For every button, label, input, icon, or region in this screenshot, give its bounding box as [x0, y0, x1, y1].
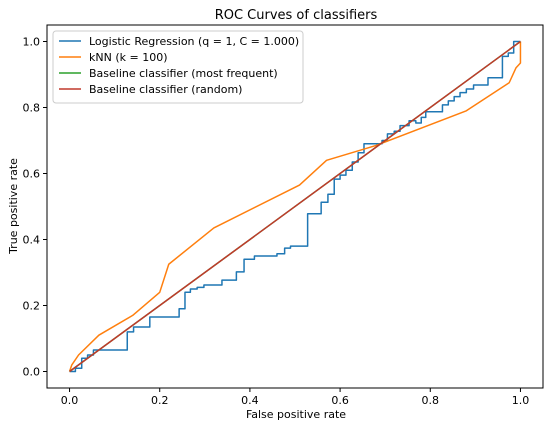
chart-title: ROC Curves of classifiers	[215, 8, 378, 23]
y-tick-label: 0.6	[23, 168, 41, 181]
x-tick-label: 0.4	[241, 394, 259, 407]
x-tick-label: 1.0	[512, 394, 530, 407]
legend-entry: Logistic Regression (q = 1, C = 1.000)	[89, 35, 299, 48]
legend: Logistic Regression (q = 1, C = 1.000) kN…	[52, 30, 304, 104]
x-axis-label: False positive rate	[246, 408, 346, 421]
axes-frame	[46, 24, 544, 389]
y-tick-label: 1.0	[23, 36, 41, 49]
x-tick-label: 0.8	[422, 394, 440, 407]
legend-entry: kNN (k = 100)	[89, 51, 167, 64]
x-tick-label: 0.0	[61, 394, 79, 407]
legend-box	[52, 30, 304, 104]
y-tick-label: 0.4	[23, 234, 41, 247]
y-tick-label: 0.8	[23, 102, 41, 115]
series-line-0	[69, 40, 521, 373]
y-tick-label: 0.0	[23, 366, 41, 379]
legend-entry: Baseline classifier (most frequent)	[89, 67, 278, 80]
y-tick-label: 0.2	[23, 300, 41, 313]
ticks-group: 0.0 0.2 0.4 0.6 0.8 1.0 0.0 0.2 0.4 0.6 0.8 1.0	[23, 36, 530, 408]
y-axis-label: True positive rate	[7, 158, 20, 255]
series-line-1	[68, 41, 522, 372]
series-line-3	[69, 40, 521, 373]
series-group	[68, 40, 522, 373]
legend-entry: Baseline classifier (random)	[89, 83, 242, 96]
x-tick-label: 0.6	[331, 394, 349, 407]
x-tick-label: 0.2	[151, 394, 169, 407]
